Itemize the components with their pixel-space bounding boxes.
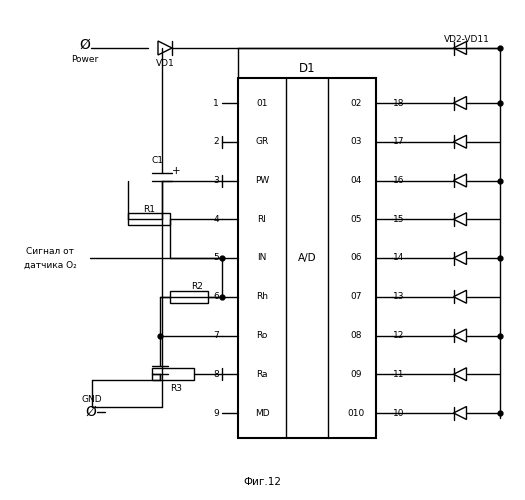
Text: 4: 4 bbox=[213, 215, 219, 224]
Bar bbox=[152, 368, 194, 380]
Text: Сигнал от: Сигнал от bbox=[26, 246, 74, 256]
Text: 08: 08 bbox=[350, 331, 362, 340]
Text: 5: 5 bbox=[213, 254, 219, 262]
Text: 09: 09 bbox=[350, 370, 362, 379]
Text: 8: 8 bbox=[213, 370, 219, 379]
Text: 11: 11 bbox=[393, 370, 405, 379]
Text: R3: R3 bbox=[170, 384, 182, 393]
Text: 05: 05 bbox=[350, 215, 362, 224]
Text: MD: MD bbox=[255, 408, 269, 418]
Text: 03: 03 bbox=[350, 137, 362, 146]
Text: 13: 13 bbox=[393, 292, 405, 301]
Text: 10: 10 bbox=[393, 408, 405, 418]
Text: VD2-VD11: VD2-VD11 bbox=[444, 36, 490, 44]
Text: 2: 2 bbox=[213, 137, 219, 146]
Text: 7: 7 bbox=[213, 331, 219, 340]
Text: датчика O₂: датчика O₂ bbox=[24, 260, 76, 270]
Text: D1: D1 bbox=[299, 62, 316, 74]
Text: 18: 18 bbox=[393, 98, 405, 108]
Text: GND: GND bbox=[82, 396, 102, 404]
Text: Фиг.12: Фиг.12 bbox=[243, 477, 281, 487]
Text: IN: IN bbox=[257, 254, 267, 262]
Text: PW: PW bbox=[255, 176, 269, 185]
Text: 010: 010 bbox=[348, 408, 365, 418]
Text: A/D: A/D bbox=[298, 253, 316, 263]
Text: RI: RI bbox=[258, 215, 266, 224]
Text: Ø: Ø bbox=[80, 38, 90, 52]
Text: 3: 3 bbox=[213, 176, 219, 185]
Text: VD1: VD1 bbox=[155, 58, 174, 68]
Bar bbox=[128, 213, 170, 225]
Text: Ra: Ra bbox=[256, 370, 268, 379]
Bar bbox=[238, 78, 376, 438]
Text: 17: 17 bbox=[393, 137, 405, 146]
Text: 1: 1 bbox=[213, 98, 219, 108]
Text: 04: 04 bbox=[350, 176, 362, 185]
Text: 07: 07 bbox=[350, 292, 362, 301]
Text: R2: R2 bbox=[191, 282, 203, 291]
Text: 06: 06 bbox=[350, 254, 362, 262]
Text: Ro: Ro bbox=[256, 331, 268, 340]
Text: GR: GR bbox=[255, 137, 269, 146]
Bar bbox=[170, 291, 208, 302]
Text: Power: Power bbox=[71, 54, 99, 64]
Text: C1: C1 bbox=[151, 156, 163, 165]
Text: 14: 14 bbox=[393, 254, 405, 262]
Text: 15: 15 bbox=[393, 215, 405, 224]
Text: +: + bbox=[172, 166, 180, 175]
Text: 16: 16 bbox=[393, 176, 405, 185]
Text: 02: 02 bbox=[350, 98, 362, 108]
Text: 6: 6 bbox=[213, 292, 219, 301]
Text: 01: 01 bbox=[256, 98, 268, 108]
Text: 9: 9 bbox=[213, 408, 219, 418]
Text: R1: R1 bbox=[143, 205, 155, 214]
Text: 12: 12 bbox=[393, 331, 405, 340]
Text: Ø: Ø bbox=[86, 405, 97, 419]
Text: Rh: Rh bbox=[256, 292, 268, 301]
